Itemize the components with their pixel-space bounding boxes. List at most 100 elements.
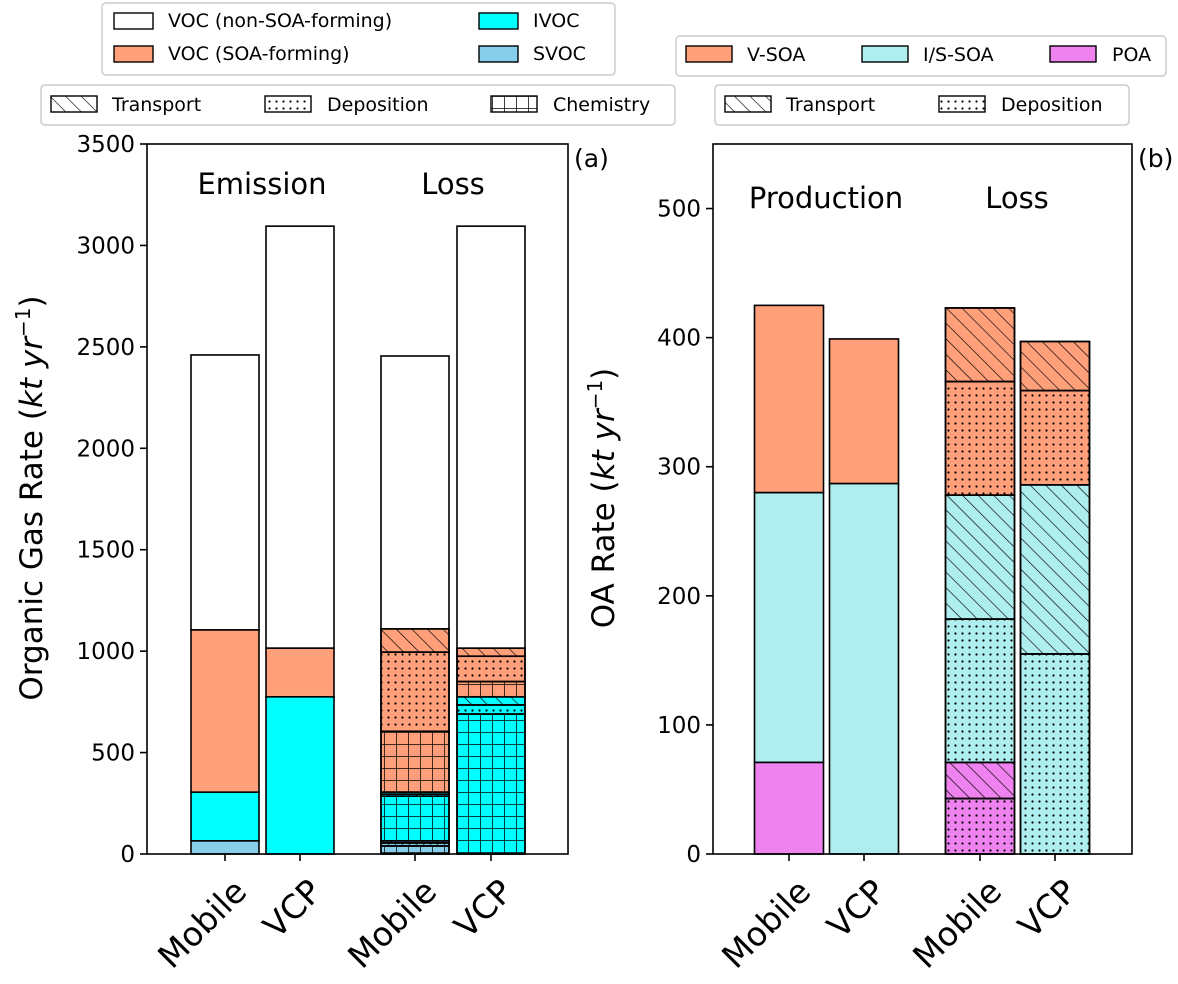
bar-segment-production-vcp-v-soa <box>828 338 900 485</box>
legend-swatch-poa <box>1049 45 1097 63</box>
legend-frame <box>714 84 1130 126</box>
xtick-label-mobile: Mobile <box>714 872 818 976</box>
panel-b-ylabel-text: OA Rate ( <box>586 480 622 628</box>
ytick-label: 100 <box>657 713 701 739</box>
bar-segment-loss-mobile-ivoc-chemistry-hatch <box>380 795 450 842</box>
bar-segment-emission-vcp-ivoc <box>265 695 335 855</box>
panel-b-yticks: 0 100 200 300 400 500 <box>657 197 713 868</box>
bar-segment-loss-mobile-i-s-soa-transport-hatch <box>944 494 1016 620</box>
legend-swatch-is-soa <box>861 45 909 63</box>
legend-swatch-svoc <box>478 45 519 63</box>
ytick-label: 500 <box>91 741 135 767</box>
bar-segment-loss-vcp-v-soa-transport-hatch <box>1019 340 1091 392</box>
bar-segment-loss-vcp-v-soa-deposition-hatch <box>1019 389 1091 486</box>
bar-segment-emission-mobile-voc-soa-forming <box>190 629 260 793</box>
xtick-label-vcp: VCP <box>1010 872 1084 946</box>
bar-segment-loss-mobile-v-soa-deposition-hatch <box>944 380 1016 496</box>
legend-label: I/S-SOA <box>923 44 994 66</box>
bar-segment-emission-mobile-svoc <box>190 840 260 855</box>
legend-label: Transport <box>785 94 875 116</box>
xtick-label-vcp: VCP <box>446 872 520 946</box>
bar-segment-loss-vcp-ivoc-chemistry-hatch <box>456 713 526 855</box>
ytick-label: 200 <box>657 584 701 610</box>
bar-segment-loss-vcp-voc-soa-forming-deposition-hatch <box>456 655 526 683</box>
ytick-label: 500 <box>657 197 701 223</box>
legend-swatch-voc-non-soa <box>113 12 154 30</box>
legend-label: IVOC <box>533 10 580 32</box>
bar-segment-loss-mobile-voc-soa-forming-deposition-hatch <box>380 651 450 733</box>
panel-b-ylabel: OA Rate (kt yr−1) <box>583 368 622 629</box>
bar-segment-loss-mobile-voc-soa-forming-transport-hatch <box>380 628 450 653</box>
xtick-label-vcp: VCP <box>255 872 329 946</box>
legend-label: Deposition <box>327 94 429 116</box>
ytick-label: 1000 <box>76 639 135 665</box>
ytick-label: 0 <box>686 842 701 868</box>
xtick-label-mobile: Mobile <box>905 872 1009 976</box>
panel-a-yticks: 0 500 1000 1500 2000 2500 3000 3500 <box>76 132 147 868</box>
bar-segment-loss-mobile-poa-deposition-hatch <box>944 797 1016 855</box>
legend-label: VOC (non-SOA-forming) <box>168 10 392 32</box>
legend-label: SVOC <box>533 43 586 65</box>
legend-swatch-deposition <box>264 95 312 113</box>
ytick-label: 2000 <box>76 436 135 462</box>
panel-a-frame <box>146 143 569 855</box>
legend-swatch-ivoc <box>478 12 519 30</box>
ytick-label: 0 <box>120 842 135 868</box>
bar-segment-loss-vcp-i-s-soa-transport-hatch <box>1019 483 1091 655</box>
panel-a-bars <box>190 225 526 855</box>
bar-segment-loss-vcp-voc-soa-forming-chemistry-hatch <box>456 680 526 698</box>
ytick-label: 3000 <box>76 233 135 259</box>
bar-segment-emission-vcp-voc-soa-forming <box>265 647 335 698</box>
panel-b-group-label-production: Production <box>749 181 903 215</box>
legend-swatch-transport <box>724 95 772 113</box>
legend-label: POA <box>1112 44 1151 66</box>
legend-label: Transport <box>111 94 201 116</box>
xtick-label-mobile: Mobile <box>340 872 444 976</box>
panel-b-frame <box>712 143 1133 855</box>
ytick-label: 300 <box>657 455 701 481</box>
panel-a-group-label-emission: Emission <box>197 167 326 201</box>
bar-segment-loss-vcp-ivoc-transport-hatch <box>456 695 526 706</box>
bar-segment-loss-mobile-poa-transport-hatch <box>944 761 1016 800</box>
legend-label: Deposition <box>1001 94 1103 116</box>
ytick-label: 2500 <box>76 335 135 361</box>
legend-label: Chemistry <box>553 94 650 116</box>
bar-segment-loss-vcp-i-s-soa-deposition-hatch <box>1019 653 1091 855</box>
panel-b-label: (b) <box>1138 144 1173 173</box>
legend-swatch-transport <box>50 95 98 113</box>
legend-swatch-chemistry <box>490 95 538 113</box>
bar-segment-production-mobile-v-soa <box>753 304 825 494</box>
legend-swatch-deposition <box>938 95 986 113</box>
panel-a-ylabel-exp: −1 <box>11 308 35 337</box>
legend-swatch-voc-soa <box>113 45 154 63</box>
panel-b-bars <box>753 304 1091 855</box>
bar-segment-production-mobile-i-s-soa <box>753 491 825 764</box>
bar-segment-loss-mobile-v-soa-transport-hatch <box>944 307 1016 383</box>
xtick-label-vcp: VCP <box>819 872 893 946</box>
panel-a-ylabel-unit: kt yr <box>14 335 50 408</box>
bar-segment-loss-mobile-voc-non-soa-forming <box>380 355 450 630</box>
panel-a-label: (a) <box>574 144 609 173</box>
panel-a-group-label-loss: Loss <box>421 167 485 201</box>
panel-b-group-label-loss: Loss <box>985 181 1049 215</box>
legend-frame <box>675 35 1167 77</box>
legend-frame <box>40 84 676 126</box>
legend-swatch-v-soa <box>685 45 733 63</box>
bar-segment-emission-vcp-voc-non-soa-forming <box>265 225 335 649</box>
bar-segment-production-mobile-poa <box>753 761 825 855</box>
panel-a-process-legend: Transport Deposition Chemistry <box>40 84 676 126</box>
panel-b-ylabel-unit: kt yr <box>586 407 622 480</box>
bar-segment-loss-mobile-i-s-soa-deposition-hatch <box>944 618 1016 764</box>
panel-a-xticks: Mobile VCP Mobile VCP <box>150 854 520 976</box>
panel-a-ylabel: Organic Gas Rate (kt yr−1) <box>11 295 50 700</box>
panel-b-xticks: Mobile VCP Mobile VCP <box>714 854 1084 976</box>
panel-b-ylabel-exp: −1 <box>583 380 607 409</box>
panel-a-species-legend: VOC (non-SOA-forming) VOC (SOA-forming) … <box>101 2 616 76</box>
bar-segment-loss-mobile-voc-soa-forming-chemistry-hatch <box>380 730 450 793</box>
panel-b-process-legend: Transport Deposition <box>714 84 1130 126</box>
panel-b-species-legend: V-SOA I/S-SOA POA <box>675 35 1167 77</box>
panel-b-ylabel-close: ) <box>586 368 622 380</box>
